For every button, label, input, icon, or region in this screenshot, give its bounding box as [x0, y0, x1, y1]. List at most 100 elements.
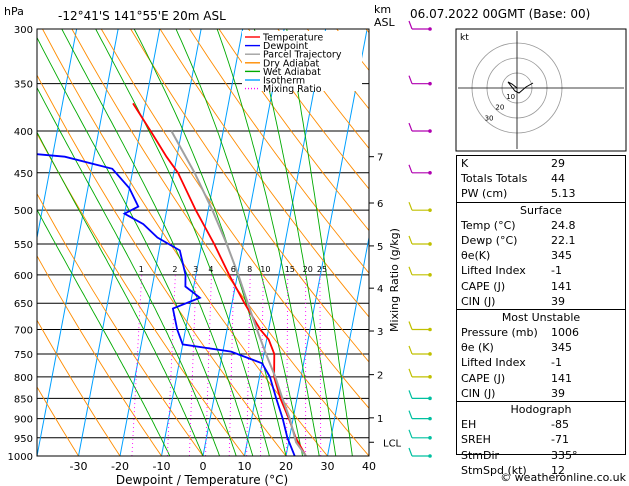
- wind-barb-flag: [408, 75, 413, 84]
- hodograph-table-section: Hodograph EH -85 SREH -71 StmDir 335° StmSpd (…: [457, 401, 625, 478]
- most-unstable-row: Pressure (mb) 1006: [457, 325, 625, 340]
- index-row-value: 5.13: [551, 187, 576, 201]
- wet-adiabat-line: [37, 86, 221, 456]
- surface-title: Surface: [520, 203, 562, 217]
- wind-barb-flag: [408, 447, 413, 457]
- pressure-tick-label: 800: [14, 373, 33, 384]
- pressure-tick-label: 550: [14, 240, 33, 251]
- km-tick-label: LCL: [383, 438, 402, 449]
- surface-row-label: CIN (J): [461, 294, 496, 308]
- hodograph-ring-label: 20: [495, 104, 504, 112]
- surface-row: Dewp (°C) 22.1: [457, 233, 625, 248]
- plot-background-lines: [37, 29, 369, 456]
- hodograph-row-value: 12: [551, 463, 565, 477]
- hodograph-row-label: SREH: [461, 433, 491, 447]
- surface-section: Surface Temp (°C) 24.8 Dewp (°C) 22.1 θe(K) 3…: [457, 201, 625, 309]
- most-unstable-row-label: Pressure (mb): [461, 326, 538, 340]
- pressure-tick-label: 900: [14, 415, 33, 426]
- km-tick-label: 3: [377, 327, 383, 338]
- index-row: K 29: [457, 156, 625, 171]
- most-unstable-title: Most Unstable: [501, 310, 581, 324]
- wind-barbs: [408, 20, 432, 458]
- most-unstable-row-value: -1: [551, 356, 562, 370]
- dry-adiabat-line: [37, 255, 162, 456]
- x-tick-label: 20: [279, 460, 293, 473]
- isotherm-line: [327, 234, 369, 456]
- location-title: -12°41'S 141°55'E 20m ASL: [58, 9, 226, 23]
- dry-adiabat-line: [130, 29, 369, 363]
- index-row-value: 44: [551, 172, 565, 186]
- wind-barb-dot: [428, 454, 432, 458]
- km-label: km: [374, 3, 391, 16]
- index-row: Totals Totals 44: [457, 171, 625, 186]
- hodograph-row-label: StmSpd (kt): [461, 463, 527, 477]
- legend-label: Mixing Ratio: [263, 84, 322, 95]
- most-unstable-row: CAPE (J) 141: [457, 371, 625, 386]
- legend-label: Temperature: [262, 33, 323, 44]
- hpa-label: hPa: [4, 5, 24, 18]
- isotherm-line: [202, 29, 285, 456]
- surface-row-label: Dewp (°C): [461, 233, 518, 247]
- km-tick-label: 4: [377, 284, 383, 295]
- pressure-tick-label: 600: [14, 271, 33, 282]
- dry-adiabat-line: [248, 29, 369, 190]
- legend-box: [242, 31, 362, 91]
- isotherm-line: [285, 29, 368, 456]
- most-unstable-row-value: 39: [551, 386, 565, 400]
- wind-barb-dot: [428, 273, 432, 277]
- hodograph-row-value: 335°: [551, 448, 578, 462]
- x-tick-label: -10: [153, 460, 171, 473]
- pressure-tick-label: 450: [14, 169, 33, 180]
- surface-row: θe(K) 345: [457, 248, 625, 263]
- mixing-ratio-line: [286, 274, 289, 456]
- hodograph-row: StmDir 335°: [457, 448, 625, 463]
- surface-row-label: θe(K): [461, 249, 491, 263]
- surface-row-value: 345: [551, 249, 572, 263]
- wind-barb-dot: [428, 129, 432, 133]
- wind-barb-dot: [428, 416, 432, 421]
- wind-barb-flag: [408, 235, 413, 245]
- index-row-label: K: [461, 157, 469, 170]
- hodograph-trace: [507, 81, 534, 94]
- wet-adiabat-line: [37, 131, 204, 456]
- wind-barb-flag: [408, 201, 413, 211]
- mixing-ratio-line: [166, 274, 176, 456]
- axes: 3003504004505005506006507007508008509009…: [8, 25, 376, 473]
- wind-barb-flag: [408, 122, 413, 132]
- wind-barb-flag: [408, 164, 413, 174]
- index-row-label: Totals Totals: [461, 172, 528, 186]
- surface-row-label: CAPE (J): [461, 279, 506, 293]
- most-unstable-row-value: 1006: [551, 326, 579, 340]
- pressure-tick-label: 500: [14, 206, 33, 217]
- mixing-ratio-label: 4: [208, 265, 213, 274]
- isotherm-line: [78, 29, 161, 456]
- mixing-ratio-label: 2: [172, 265, 177, 274]
- wind-barb-flag: [408, 368, 413, 378]
- isotherm-line: [37, 29, 119, 456]
- most-unstable-row-label: CIN (J): [461, 386, 496, 400]
- indices-section: K 29 Totals Totals 44 PW (cm) 5.13: [457, 156, 625, 202]
- most-unstable-row-label: θe (K): [461, 341, 494, 355]
- surface-row: Lifted Index -1: [457, 263, 625, 278]
- wet-adiabat-line: [133, 29, 287, 456]
- surface-row: CAPE (J) 141: [457, 279, 625, 294]
- legend-label: Parcel Trajectory: [263, 50, 342, 61]
- x-tick-label: 40: [362, 460, 376, 473]
- wind-barb-dot: [428, 208, 432, 212]
- mixing-ratio-label: 8: [247, 265, 252, 274]
- legend-label: Dewpoint: [263, 41, 308, 52]
- asl-label: ASL: [374, 16, 396, 29]
- mixing-ratio-label: 10: [260, 265, 270, 274]
- dry-adiabat-line: [159, 29, 369, 318]
- hodograph-row-value: -85: [551, 418, 569, 432]
- surface-row: CIN (J) 39: [457, 294, 625, 309]
- mixing-ratio-label: 15: [285, 265, 295, 274]
- km-axis: 7 6 5 4 3 2 1 LCL: [369, 153, 402, 449]
- km-tick-label: 7: [377, 153, 383, 164]
- plot-series: [37, 102, 307, 456]
- dry-adiabat-line: [37, 74, 287, 456]
- hodograph-row: SREH -71: [457, 432, 625, 447]
- surface-row: Temp (°C) 24.8: [457, 218, 625, 233]
- wet-adiabat-line: [175, 29, 304, 456]
- legend-label: Wet Adiabat: [263, 67, 321, 78]
